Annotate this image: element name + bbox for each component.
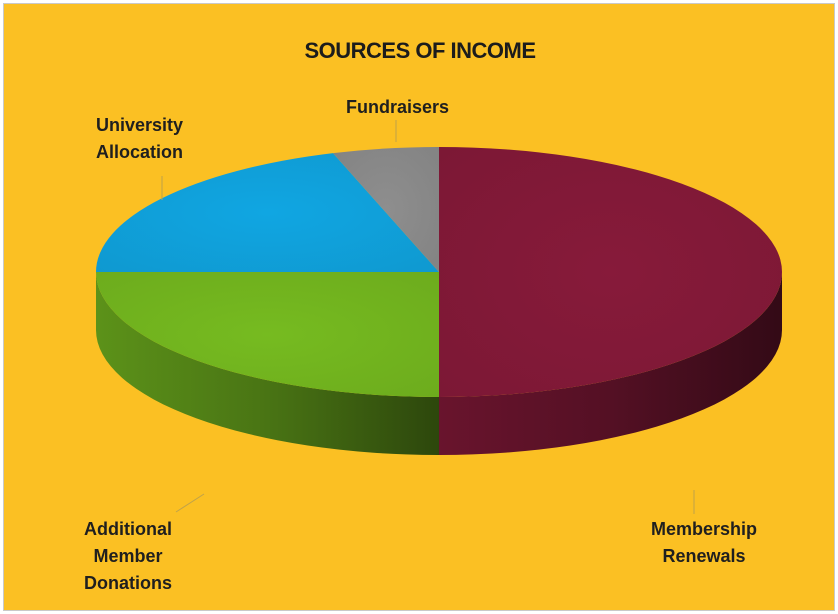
label-line: Member (93, 546, 163, 566)
label-membership-renewals: Membership Renewals (644, 516, 764, 570)
pie-slice-membership-renewals (439, 147, 782, 397)
label-line: Additional (84, 519, 172, 539)
label-line: Donations (84, 573, 172, 593)
pie-slice-fundraisers (333, 147, 439, 272)
chart-title: SOURCES OF INCOME (304, 38, 536, 63)
label-line: Renewals (662, 546, 746, 566)
label-fundraisers: Fundraisers (346, 94, 449, 121)
label-line: Fundraisers (346, 97, 450, 117)
pie-side-membership-renewals (439, 272, 782, 455)
pie-slice-additional-member-donations (96, 272, 439, 397)
pie-side-additional-member-donations (96, 272, 439, 455)
label-university-allocation: University Allocation (96, 112, 183, 166)
chart-area: SOURCES OF INCOME Membership Renewals Ad… (3, 3, 835, 611)
label-line: University (96, 115, 184, 135)
pie-slice-university-allocation (96, 153, 439, 272)
leader-line (175, 493, 205, 513)
label-line: Allocation (96, 142, 184, 162)
pie-chart (96, 120, 782, 514)
label-additional-member-donations: Additional Member Donations (64, 516, 192, 597)
label-line: Membership (650, 519, 758, 539)
